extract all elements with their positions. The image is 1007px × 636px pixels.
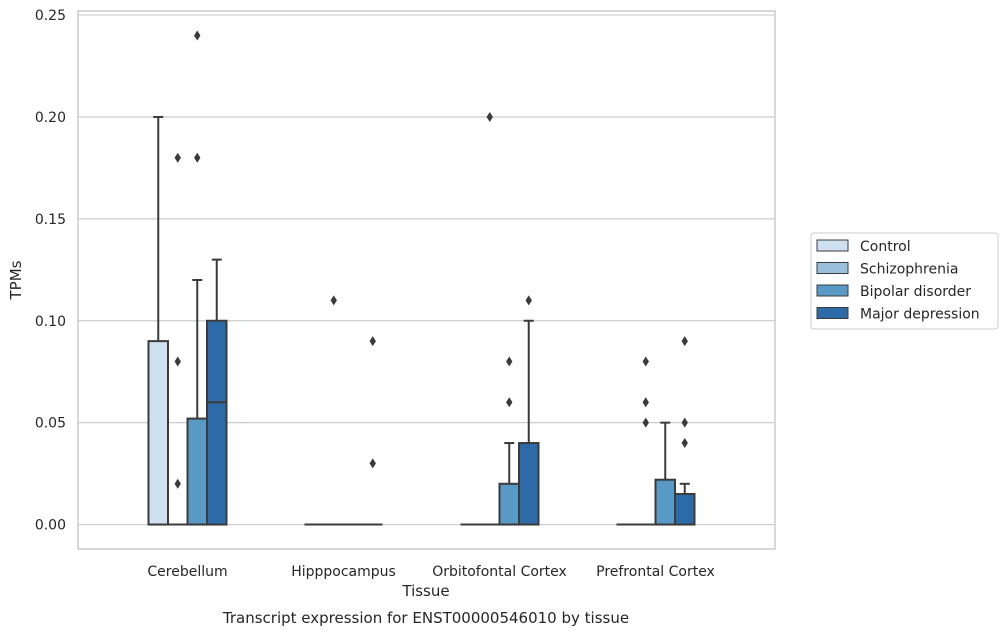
outlier-point: [525, 295, 532, 306]
outlier-point: [330, 295, 337, 306]
x-axis-title: Tissue: [401, 582, 449, 600]
outlier-point: [506, 356, 513, 367]
outlier-point: [369, 458, 376, 469]
outlier-point: [194, 152, 201, 163]
box-bipolar-disorder: [654, 421, 676, 526]
box-body: [498, 482, 520, 526]
box-major-depression: [518, 319, 540, 526]
box-bipolar-disorder: [498, 442, 520, 526]
outlier-point: [174, 152, 181, 163]
y-tick-label: 0.15: [35, 212, 66, 228]
chart-title: Transcript expression for ENST0000054601…: [222, 609, 629, 627]
outlier-point: [681, 438, 688, 449]
legend: Control Schizophrenia Bipolar disorder Majo…: [810, 232, 999, 330]
outlier-point: [642, 397, 649, 408]
box-bipolar-disorder: [186, 279, 208, 526]
outlier-point: [506, 397, 513, 408]
y-axis-title: TPMs: [7, 260, 25, 300]
y-tick-label: 0.20: [35, 110, 66, 126]
box-body: [518, 442, 540, 526]
legend-swatch: [816, 262, 849, 274]
outlier-point: [681, 336, 688, 347]
legend-label: Bipolar disorder: [860, 284, 971, 300]
y-tick-label: 0.25: [35, 8, 66, 24]
flier-layer: [174, 30, 688, 489]
legend-label: Schizophrenia: [860, 262, 958, 278]
x-tick-label: Hipppocampus: [291, 564, 396, 580]
box-body: [147, 340, 169, 526]
y-tick-labels: 0.00 0.05 0.10 0.15 0.20 0.25: [35, 8, 66, 533]
box-control: [147, 115, 169, 526]
x-tick-label: Cerebellum: [147, 564, 227, 580]
legend-label: Control: [860, 239, 911, 255]
box-layer: [147, 115, 696, 526]
box-body: [654, 478, 676, 526]
box-body: [206, 319, 228, 526]
grid-layer: [78, 14, 775, 526]
x-tick-label: Orbitofontal Cortex: [432, 564, 567, 580]
legend-label: Major depression: [860, 307, 980, 323]
outlier-point: [642, 356, 649, 367]
x-tick-label: Prefrontal Cortex: [596, 564, 715, 580]
outlier-point: [681, 417, 688, 428]
box-major-depression: [206, 258, 228, 526]
outlier-point: [486, 111, 493, 122]
legend-swatch: [816, 307, 849, 319]
box-major-depression: [674, 482, 696, 526]
y-tick-label: 0.10: [35, 314, 66, 330]
box-body: [186, 417, 208, 526]
x-tick-labels: Cerebellum Hipppocampus Orbitofontal Corte…: [147, 564, 714, 580]
outlier-point: [642, 417, 649, 428]
legend-swatch: [816, 239, 849, 252]
plot-frame: [77, 10, 776, 550]
y-tick-label: 0.00: [35, 518, 66, 534]
y-tick-label: 0.05: [35, 416, 66, 432]
legend-frame: [810, 232, 999, 330]
outlier-point: [174, 478, 181, 489]
box-body: [674, 492, 696, 526]
outlier-point: [369, 336, 376, 347]
outlier-point: [194, 30, 201, 41]
legend-swatch: [816, 284, 849, 297]
outlier-point: [174, 356, 181, 367]
